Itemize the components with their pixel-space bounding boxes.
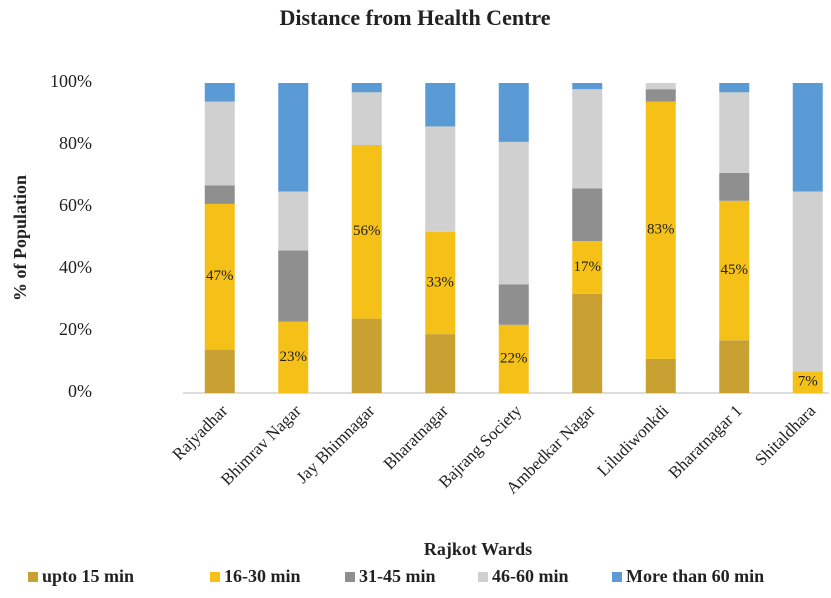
bar-segment <box>645 89 676 102</box>
bar-segment <box>425 231 456 335</box>
bar-segment <box>204 349 235 393</box>
bar-segment <box>645 358 676 393</box>
bar-segment <box>719 83 750 93</box>
bar-segment <box>498 141 529 285</box>
bar-segment <box>719 200 750 341</box>
data-label: 83% <box>647 222 675 238</box>
data-label: 45% <box>721 262 749 278</box>
x-axis-title: Rajkot Wards <box>424 539 532 559</box>
bar-segment <box>498 324 529 393</box>
legend-label: 31-45 min <box>359 566 436 586</box>
y-axis-title: % of Population <box>10 175 30 301</box>
legend-swatch <box>478 572 488 582</box>
data-label: 33% <box>427 274 455 290</box>
data-label: 22% <box>500 350 528 366</box>
legend-label: 46-60 min <box>492 566 569 586</box>
bar-segment <box>719 340 750 393</box>
bar-segment <box>351 92 382 145</box>
bar-segment <box>204 203 235 350</box>
bar-segment <box>719 92 750 173</box>
y-tick-label: 100% <box>50 71 92 91</box>
data-label: 56% <box>353 223 381 239</box>
bar-segment <box>204 185 235 204</box>
legend-swatch <box>28 572 38 582</box>
bar-segment <box>792 191 823 372</box>
data-label: 7% <box>798 374 818 390</box>
bar-segment <box>792 83 823 192</box>
legend-label: upto 15 min <box>42 566 134 586</box>
bar-segment <box>204 83 235 102</box>
bar-segment <box>278 321 309 393</box>
bar-segment <box>278 250 309 322</box>
legend-swatch <box>612 572 622 582</box>
bar-segment <box>425 83 456 127</box>
bar-segment <box>425 126 456 232</box>
bar-segment <box>204 101 235 186</box>
data-label: 23% <box>280 349 308 365</box>
bar-segment <box>572 293 603 393</box>
bar-segment <box>425 334 456 393</box>
bar-segment <box>792 371 823 393</box>
bar-segment <box>498 284 529 325</box>
bar-segment <box>719 172 750 201</box>
bar-segment <box>572 89 603 189</box>
y-tick-label: 60% <box>59 195 92 215</box>
bar-segment <box>278 191 309 251</box>
bar-segment <box>645 101 676 359</box>
y-tick-label: 20% <box>59 319 92 339</box>
bar-segment <box>498 83 529 142</box>
bar-segment <box>351 83 382 93</box>
bar-segment <box>572 83 603 90</box>
legend-swatch <box>210 572 220 582</box>
bar-segment <box>645 83 676 90</box>
bar-segment <box>572 188 603 242</box>
bar-segment <box>351 145 382 319</box>
legend-swatch <box>345 572 355 582</box>
bar-segment <box>572 241 603 294</box>
y-tick-label: 0% <box>68 381 92 401</box>
chart-title: Distance from Health Centre <box>279 5 550 30</box>
data-label: 47% <box>206 268 234 284</box>
data-label: 17% <box>574 259 602 275</box>
legend-label: More than 60 min <box>626 566 764 586</box>
bar-segment <box>351 318 382 393</box>
legend-label: 16-30 min <box>224 566 301 586</box>
y-tick-label: 80% <box>59 133 92 153</box>
y-tick-label: 40% <box>59 257 92 277</box>
bar-segment <box>278 83 309 192</box>
